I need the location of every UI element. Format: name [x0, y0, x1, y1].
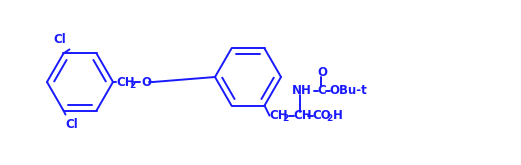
Text: CH: CH [293, 109, 312, 122]
Text: 2: 2 [327, 114, 333, 123]
Text: CH: CH [269, 109, 288, 122]
Text: 2: 2 [129, 81, 135, 89]
Text: O: O [317, 66, 328, 79]
Text: Cl: Cl [66, 118, 78, 131]
Text: NH: NH [292, 84, 312, 97]
Text: Cl: Cl [54, 33, 66, 46]
Text: 2: 2 [282, 114, 289, 123]
Text: CO: CO [313, 109, 331, 122]
Text: OBu-t: OBu-t [329, 84, 367, 97]
Text: H: H [332, 109, 342, 122]
Text: O: O [141, 76, 151, 88]
Text: C: C [317, 84, 326, 97]
Text: CH: CH [116, 76, 134, 88]
